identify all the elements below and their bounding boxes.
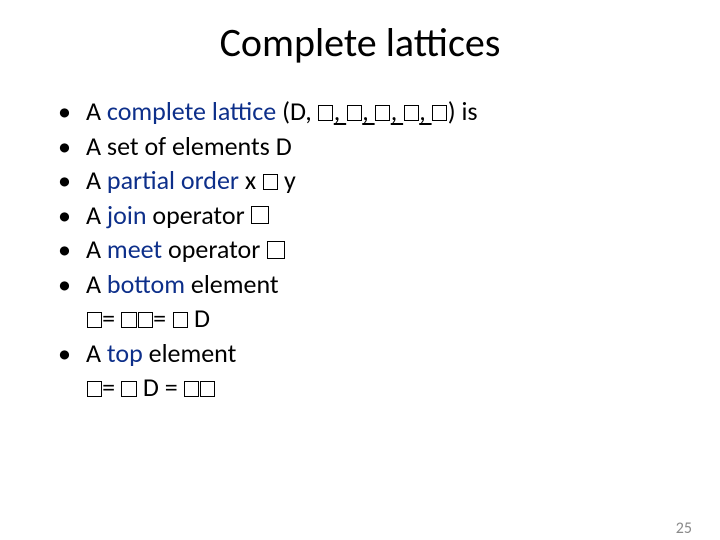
emph-text: complete lattice <box>107 95 276 127</box>
bullet-item-top: A top element <box>58 337 680 370</box>
text: (D, <box>276 95 317 127</box>
text: operator <box>162 233 266 265</box>
glyph-icon <box>121 312 136 327</box>
glyph-icon <box>200 381 215 396</box>
content-area: A complete lattice (D, , , , , ) is A se… <box>0 95 720 404</box>
text: x <box>239 164 262 196</box>
sub-line-top: = D = <box>58 371 680 404</box>
emph-text: bottom <box>107 268 185 300</box>
emph-text: partial order <box>107 164 239 196</box>
bullet-item-partial-order: A partial order x y <box>58 164 680 197</box>
text: D = <box>137 371 184 403</box>
sub-line-bottom: = = D <box>58 302 680 335</box>
glyph-icon <box>251 206 269 224</box>
text: A <box>86 268 107 300</box>
bullet-item-complete-lattice: A complete lattice (D, , , , , ) is <box>58 95 680 128</box>
slide: Complete lattices A complete lattice (D,… <box>0 18 720 540</box>
text: A <box>86 164 107 196</box>
glyph-icon <box>263 174 278 189</box>
text: ) is <box>448 95 478 127</box>
glyph-icon <box>87 312 102 327</box>
text: D <box>188 302 210 334</box>
glyph-icon <box>87 381 102 396</box>
glyph-icon <box>267 241 285 259</box>
text: A <box>86 233 107 265</box>
slide-title: Complete lattices <box>0 18 720 67</box>
emph-text: join <box>107 199 147 231</box>
bullet-list: A complete lattice (D, , , , , ) is A se… <box>58 95 680 404</box>
glyph-icon <box>318 105 333 120</box>
page-number: 25 <box>676 519 692 538</box>
text: element <box>143 337 237 369</box>
bullet-item-meet: A meet operator <box>58 233 680 266</box>
text: A set of elements D <box>86 130 292 162</box>
text: y <box>278 164 296 196</box>
glyph-icon <box>138 312 153 327</box>
emph-text: top <box>107 337 143 369</box>
text: A <box>86 95 107 127</box>
text: = <box>153 302 172 334</box>
text: = <box>102 302 121 334</box>
glyph-icon <box>184 381 199 396</box>
emph-text: meet <box>107 233 162 265</box>
glyph-icon <box>173 312 188 327</box>
text: A <box>86 199 107 231</box>
glyph-icon <box>432 105 447 120</box>
glyph-icon <box>404 105 419 120</box>
bullet-item-set: A set of elements D <box>58 130 680 163</box>
glyph-icon <box>347 105 362 120</box>
text: = <box>102 371 121 403</box>
glyph-icon <box>375 105 390 120</box>
glyph-icon <box>121 381 136 396</box>
bullet-item-bottom: A bottom element <box>58 268 680 301</box>
text: element <box>185 268 279 300</box>
text: A <box>86 337 107 369</box>
bullet-item-join: A join operator <box>58 199 680 232</box>
text: operator <box>146 199 250 231</box>
